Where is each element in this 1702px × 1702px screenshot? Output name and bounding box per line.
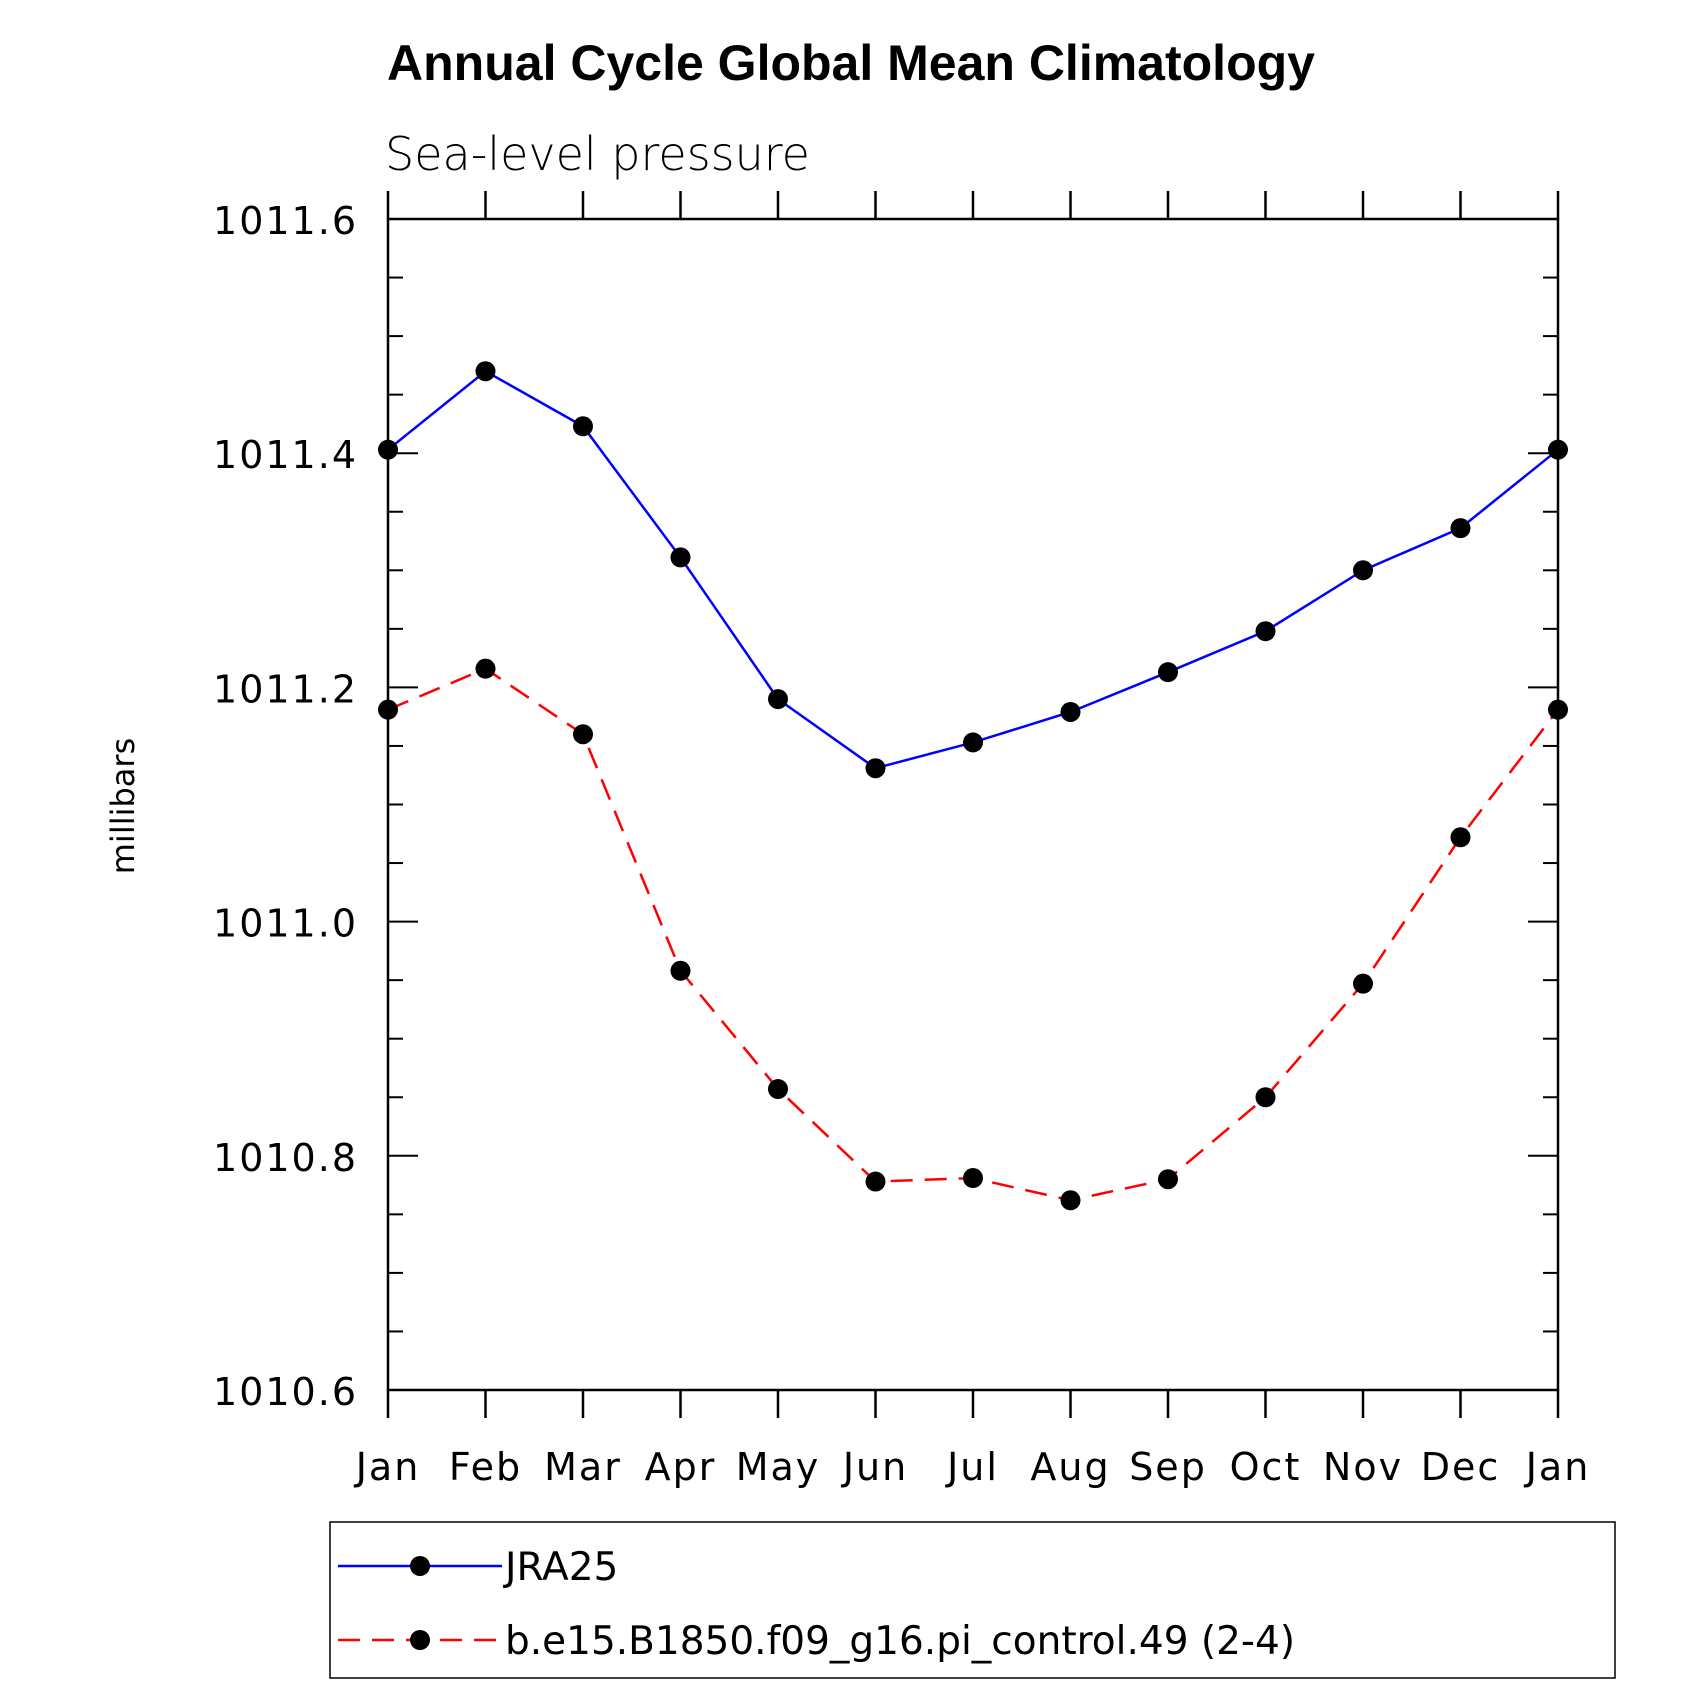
legend-label-2: b.e15.B1850.f09_g16.pi_control.49 (2-4) bbox=[505, 1619, 1295, 1664]
y-axis-label: millibars bbox=[104, 738, 142, 874]
series-1-point bbox=[768, 689, 788, 710]
x-tick-label: Feb bbox=[449, 1445, 522, 1489]
series-1-point bbox=[1158, 662, 1178, 683]
series-2-point bbox=[475, 658, 496, 679]
x-tick-label: Oct bbox=[1230, 1445, 1302, 1489]
x-tick-label: May bbox=[736, 1445, 821, 1489]
chart-subtitle: Sea-level pressure bbox=[385, 127, 810, 181]
series-2-point bbox=[865, 1171, 886, 1192]
x-tick-label: Sep bbox=[1129, 1445, 1207, 1489]
series-line-1 bbox=[387, 369, 1559, 770]
series-1-point bbox=[1353, 560, 1373, 581]
series-2-point bbox=[1450, 827, 1471, 848]
x-tick-label: Dec bbox=[1421, 1445, 1501, 1489]
y-tick-labels: 1011.6 1011.4 1011.2 1011.0 1010.8 1010.6 bbox=[213, 199, 358, 1414]
y-tick-label: 1011.0 bbox=[213, 902, 358, 946]
legend-marker-1 bbox=[410, 1556, 430, 1576]
series-1-point bbox=[865, 758, 886, 779]
legend-box bbox=[329, 1521, 1616, 1679]
y-tick-label: 1011.2 bbox=[213, 667, 358, 711]
x-tick-label: Apr bbox=[645, 1445, 717, 1489]
legend: JRA25 b.e15.B1850.f09_g16.pi_control.49 (… bbox=[329, 1521, 1616, 1679]
series-1-point bbox=[573, 416, 593, 437]
x-tick-label: Mar bbox=[544, 1445, 622, 1489]
series-2-point bbox=[1255, 1087, 1276, 1108]
legend-marker-2 bbox=[410, 1630, 430, 1650]
x-tick-labels: Jan Feb Mar Apr May Jun Jul Aug Sep Oct Nov Dec Jan bbox=[354, 1445, 1591, 1489]
y-tick-label: 1010.8 bbox=[213, 1136, 358, 1180]
series-2-point bbox=[768, 1079, 788, 1100]
x-tick-label: Jun bbox=[841, 1445, 908, 1489]
series-2-point bbox=[670, 960, 691, 981]
x-tick-label: Aug bbox=[1030, 1445, 1110, 1489]
axis-ticks bbox=[386, 191, 1560, 1418]
series-2-point bbox=[1353, 973, 1373, 994]
series-1-point bbox=[1060, 701, 1081, 722]
series-1-point bbox=[1450, 518, 1471, 539]
legend-label-1: JRA25 bbox=[502, 1545, 618, 1590]
series-1-point bbox=[670, 547, 691, 568]
series-2-point bbox=[1158, 1169, 1178, 1190]
series-1-point bbox=[475, 361, 496, 382]
y-tick-label: 1010.6 bbox=[213, 1370, 358, 1414]
x-tick-label: Jan bbox=[354, 1445, 421, 1489]
y-tick-label: 1011.6 bbox=[213, 199, 358, 243]
chart-title: Annual Cycle Global Mean Climatology bbox=[387, 35, 1315, 91]
series-2-point bbox=[963, 1168, 983, 1189]
x-tick-label: Jul bbox=[945, 1445, 999, 1489]
series-1-point bbox=[963, 732, 983, 753]
series-lines bbox=[378, 361, 1568, 1211]
x-tick-label: Nov bbox=[1323, 1445, 1403, 1489]
series-2-point bbox=[573, 724, 593, 745]
y-tick-label: 1011.4 bbox=[213, 433, 358, 477]
series-2-point bbox=[1060, 1190, 1081, 1211]
x-tick-label: Jan bbox=[1524, 1445, 1591, 1489]
series-1-point bbox=[1255, 621, 1276, 642]
plot-frame bbox=[386, 217, 1560, 1392]
